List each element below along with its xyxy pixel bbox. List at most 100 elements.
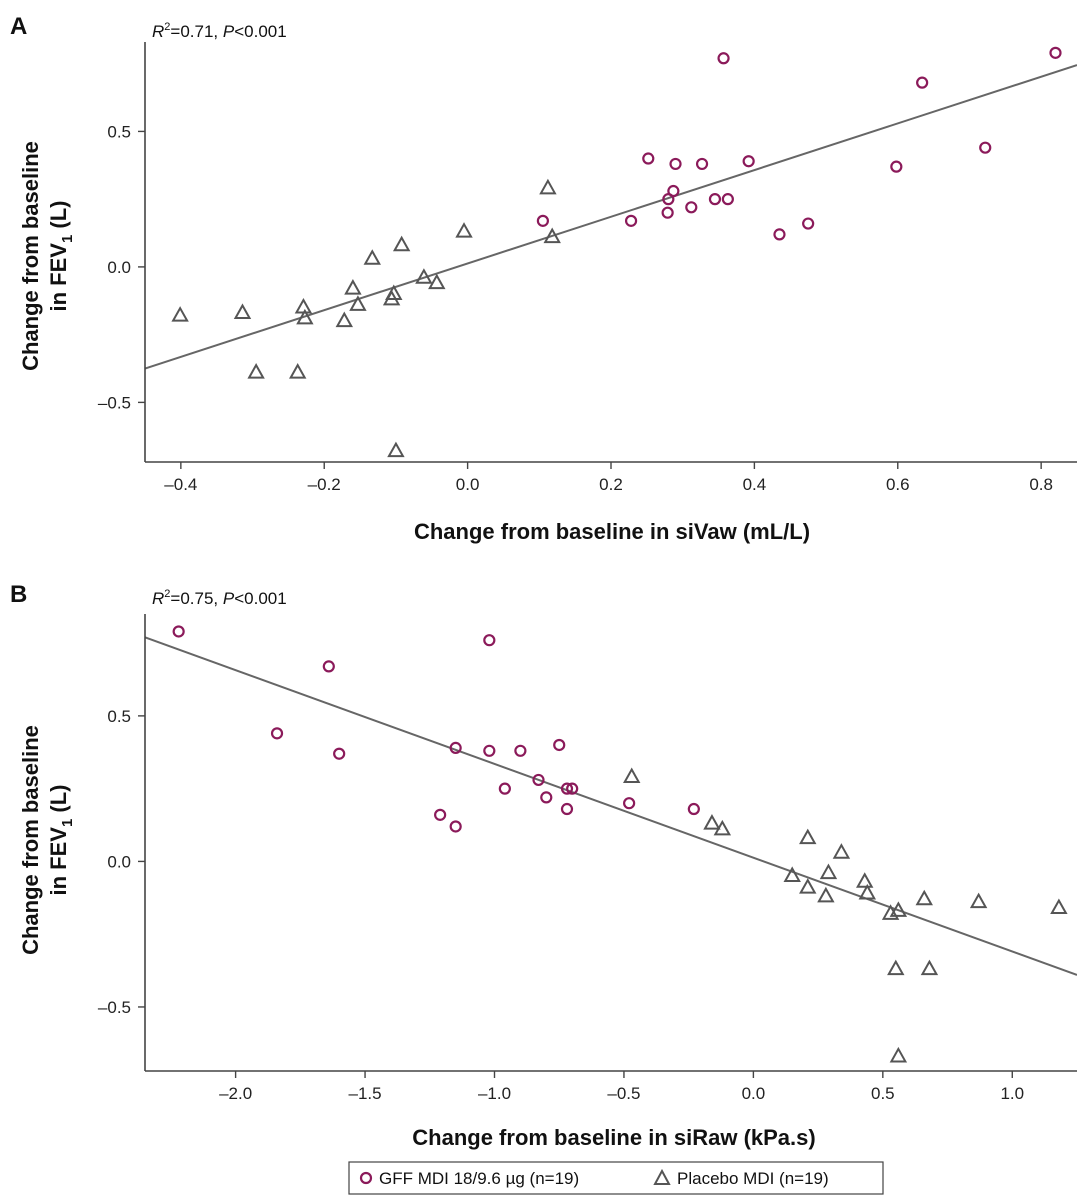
y-tick-label: 0.5 <box>107 122 131 141</box>
data-points <box>171 46 1062 458</box>
gff-point <box>661 206 674 219</box>
y-tick-label: 0.0 <box>107 852 131 871</box>
gff-point <box>916 76 929 89</box>
placebo-point <box>392 235 411 252</box>
gff-point <box>695 157 709 171</box>
placebo-point <box>887 959 905 976</box>
gff-point <box>333 747 346 760</box>
placebo-point <box>288 363 307 379</box>
placebo-point <box>858 883 877 900</box>
placebo-point <box>335 311 354 328</box>
gff-point <box>662 193 675 206</box>
gff-point <box>172 625 185 638</box>
placebo-point <box>247 363 265 379</box>
placebo-point <box>539 178 557 195</box>
placebo-point <box>881 904 900 920</box>
gff-point <box>483 634 496 647</box>
gff-point <box>514 744 527 757</box>
placebo-point <box>920 959 939 976</box>
x-tick-label: 0.5 <box>871 1084 895 1103</box>
y-tick-label: –0.5 <box>98 393 131 412</box>
legend: GFF MDI 18/9.6 µg (n=19) Placebo MDI (n=… <box>348 1161 884 1195</box>
regression-line <box>144 64 1077 370</box>
placebo-point <box>799 878 817 894</box>
panel-a: A R2=0.71, P<0.001 –0.4 –0.2 0.0 0.2 0.4 0.6 0… <box>10 13 1077 544</box>
placebo-point <box>799 828 817 845</box>
gff-point <box>685 201 698 214</box>
legend-triangle-marker <box>653 1168 671 1185</box>
placebo-point <box>296 308 314 325</box>
x-axis-title: Change from baseline in siVaw (mL/L) <box>414 519 810 544</box>
placebo-point <box>233 303 252 319</box>
panel-b: B R2=0.75, P<0.001 –2.0 –1.5 –1.0 –0.5 0.0 0.… <box>10 581 1077 1150</box>
y-axis-title: Change from baseline in FEV1 (L) <box>18 141 76 371</box>
gff-point <box>773 228 786 241</box>
placebo-point <box>415 268 433 284</box>
placebo-point <box>856 872 874 888</box>
x-tick-label: 0.8 <box>1029 475 1053 494</box>
axes: –2.0 –1.5 –1.0 –0.5 0.0 0.5 1.0 –0.5 0.0 0.5 <box>98 614 1077 1103</box>
legend-box <box>348 1161 884 1195</box>
x-tick-label: 0.4 <box>743 475 767 494</box>
gff-point <box>1049 46 1062 59</box>
placebo-point <box>387 441 405 458</box>
gff-point <box>717 52 730 65</box>
gff-point <box>566 782 579 795</box>
gff-point <box>483 744 496 757</box>
placebo-point <box>817 886 835 903</box>
fit-line <box>144 64 1077 370</box>
regression-statistic: R2=0.71, P<0.001 <box>152 21 287 41</box>
gff-point <box>890 160 903 173</box>
gff-point <box>687 802 700 816</box>
data-points <box>172 625 1068 1063</box>
axes: –0.4 –0.2 0.0 0.2 0.4 0.6 0.8 –0.5 0.0 0.5 <box>98 42 1077 494</box>
gff-point <box>721 193 734 206</box>
x-tick-label: –0.2 <box>308 475 341 494</box>
y-tick-label: 0.0 <box>107 258 131 277</box>
x-tick-label: 0.2 <box>599 475 623 494</box>
placebo-point <box>363 249 381 265</box>
regression-statistic: R2=0.75, P<0.001 <box>152 588 287 608</box>
gff-point <box>553 738 566 752</box>
placebo-point <box>171 306 189 322</box>
placebo-point <box>703 814 721 830</box>
gff-point <box>540 791 553 804</box>
y-tick-label: –0.5 <box>98 998 131 1017</box>
x-tick-label: 0.6 <box>886 475 910 494</box>
gff-point <box>669 157 682 171</box>
placebo-point <box>294 298 313 314</box>
placebo-point <box>382 289 401 306</box>
placebo-point <box>1050 898 1068 914</box>
placebo-point <box>889 1046 908 1063</box>
gff-point <box>742 155 755 168</box>
gff-point <box>560 782 574 795</box>
gff-point <box>449 741 462 754</box>
placebo-point <box>819 863 838 880</box>
gff-point <box>270 727 284 740</box>
placebo-point <box>889 901 908 917</box>
placebo-point <box>969 892 988 909</box>
x-tick-label: –1.5 <box>349 1084 382 1103</box>
placebo-point <box>349 295 367 311</box>
x-tick-label: –0.4 <box>164 475 197 494</box>
placebo-point <box>623 767 641 784</box>
legend-circle-marker <box>359 1171 373 1185</box>
x-tick-label: –1.0 <box>478 1084 511 1103</box>
gff-point <box>708 193 722 206</box>
x-tick-label: –2.0 <box>219 1084 252 1103</box>
placebo-point <box>543 227 561 244</box>
gff-point <box>802 217 815 230</box>
x-tick-label: 1.0 <box>1000 1084 1024 1103</box>
placebo-point <box>783 866 801 882</box>
gff-point <box>498 782 511 795</box>
gff-point <box>434 808 447 821</box>
regression-line <box>144 636 1077 976</box>
gff-point <box>536 214 549 227</box>
gff-point <box>449 820 462 833</box>
gff-point <box>623 797 636 810</box>
placebo-point <box>455 222 473 238</box>
gff-point <box>624 214 638 227</box>
gff-point <box>322 660 335 673</box>
x-axis-title: Change from baseline in siRaw (kPa.s) <box>412 1125 815 1150</box>
